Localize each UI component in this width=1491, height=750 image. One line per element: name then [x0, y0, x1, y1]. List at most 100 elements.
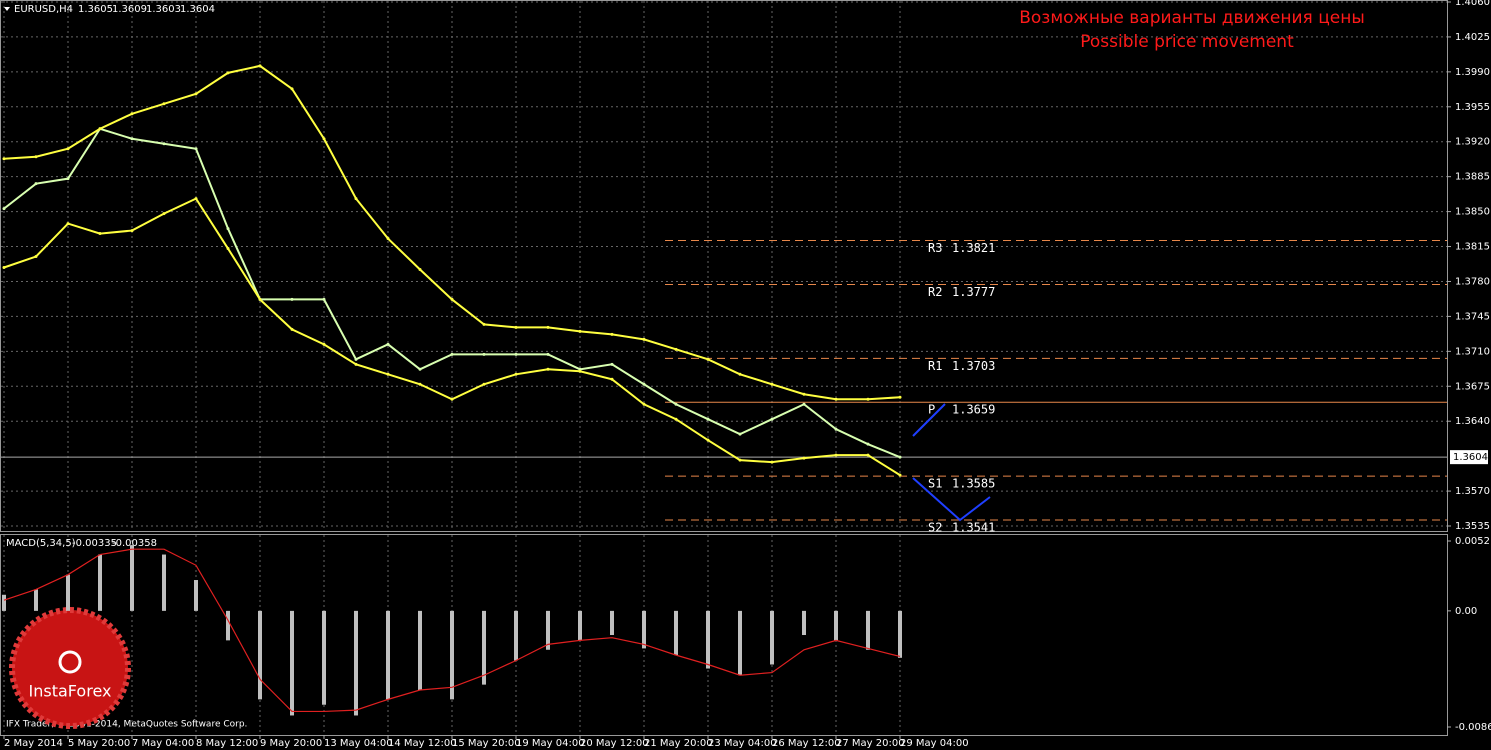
y-tick-label: 1.3745 [1455, 311, 1490, 322]
macd-bar [642, 610, 646, 649]
x-tick-label: 29 May 04:00 [900, 738, 969, 749]
forecast-down [912, 477, 991, 522]
macd-bar [834, 610, 838, 641]
point [162, 212, 166, 216]
point [898, 473, 902, 477]
macd-bar [898, 610, 902, 658]
point [834, 427, 838, 431]
point [450, 297, 454, 301]
macd-bar [770, 610, 774, 665]
point [418, 367, 422, 371]
macd-bar [802, 610, 806, 636]
y-tick-label: 1.3780 [1455, 276, 1490, 287]
point [226, 247, 230, 251]
point [194, 197, 198, 201]
point [674, 402, 678, 406]
x-tick-label: 15 May 20:00 [452, 738, 521, 749]
symbol: EURUSD,H4 [14, 4, 73, 15]
macd-bar [226, 610, 230, 641]
point [322, 297, 326, 301]
y-tick-label: 1.3955 [1455, 102, 1490, 113]
point [130, 137, 134, 141]
macd-bar [418, 610, 422, 690]
y-tick-label: 1.3885 [1455, 172, 1490, 183]
point [770, 417, 774, 421]
point [418, 267, 422, 271]
point [226, 227, 230, 231]
macd-bar [162, 554, 166, 611]
y-tick-label: 0.00 [1455, 606, 1477, 617]
macd-bar [322, 610, 326, 705]
point [642, 382, 646, 386]
pivot-label: S1 [928, 477, 942, 491]
point [130, 112, 134, 116]
pivot-value: 1.3585 [952, 477, 995, 491]
pivot-label: S2 [928, 521, 942, 535]
pivot-value: 1.3821 [952, 241, 995, 255]
point [738, 432, 742, 436]
logo-badge [9, 607, 131, 729]
point [290, 87, 294, 91]
pivot-label: P [928, 403, 935, 417]
macd-bar [386, 610, 390, 700]
price-panel [0, 0, 1448, 532]
pivot-label: R2 [928, 285, 942, 299]
macd-bar [290, 610, 294, 716]
macd-reading: -0.00335 [72, 538, 117, 549]
y-tick-label: 1.3640 [1455, 416, 1490, 427]
point [194, 147, 198, 151]
x-tick-label: 9 May 20:00 [260, 738, 322, 749]
point [354, 362, 358, 366]
macd-panel [0, 534, 1448, 736]
point [770, 382, 774, 386]
point [482, 352, 486, 356]
macd-bar [674, 610, 678, 656]
x-tick-label: 19 May 04:00 [516, 738, 585, 749]
menu-arrow [4, 7, 10, 11]
last-price-label: 1.3604 [1453, 452, 1488, 463]
logo-text: InstaForex [29, 682, 112, 701]
y-tick-label: 1.4025 [1455, 32, 1490, 43]
point [546, 367, 550, 371]
point [610, 377, 614, 381]
point [834, 397, 838, 401]
point [66, 147, 70, 151]
y-tick-label: 1.3990 [1455, 67, 1490, 78]
forecast-up [912, 403, 946, 437]
point [98, 127, 102, 131]
point [674, 417, 678, 421]
x-tick-label: 8 May 12:00 [196, 738, 258, 749]
point [194, 92, 198, 96]
x-tick-label: 21 May 20:00 [644, 738, 713, 749]
point [66, 222, 70, 226]
macd-bar [706, 610, 710, 669]
point [34, 255, 38, 259]
pivot-value: 1.3541 [952, 521, 995, 535]
logo-icon [58, 650, 82, 674]
point [130, 229, 134, 233]
point [610, 362, 614, 366]
point [706, 357, 710, 361]
point [898, 395, 902, 399]
point [98, 232, 102, 236]
x-tick-label: 27 May 20:00 [836, 738, 905, 749]
point [642, 402, 646, 406]
point [482, 382, 486, 386]
macd-bar [738, 610, 742, 676]
point [2, 207, 6, 211]
point [898, 455, 902, 459]
point [354, 357, 358, 361]
point [418, 382, 422, 386]
y-tick-label: 1.3710 [1455, 346, 1490, 357]
pivot-label: R1 [928, 359, 942, 373]
macd-bar [258, 610, 262, 700]
macd-bar [2, 594, 6, 611]
point [514, 325, 518, 329]
point [2, 265, 6, 269]
point [674, 347, 678, 351]
open: 1.3605 [78, 4, 113, 15]
pivot-value: 1.3777 [952, 285, 995, 299]
point [578, 329, 582, 333]
point [578, 369, 582, 373]
